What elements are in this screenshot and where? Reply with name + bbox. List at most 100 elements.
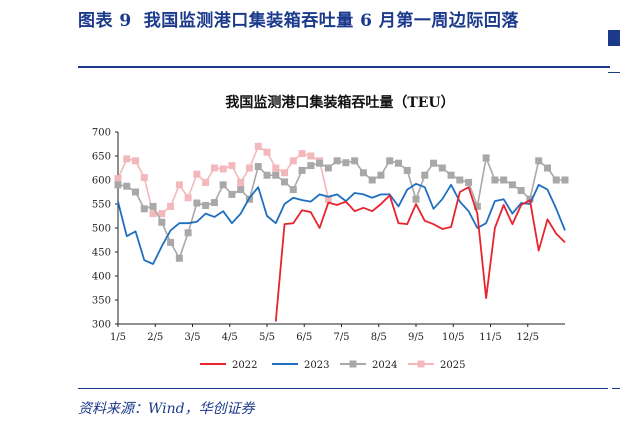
x-tick-label: 4/5 [222, 332, 238, 343]
data-point-2025 [193, 170, 201, 178]
legend-item-2024: 2024 [340, 360, 397, 371]
y-tick-label: 350 [92, 296, 111, 307]
y-tick-label: 500 [92, 224, 111, 235]
data-point-2025 [167, 202, 175, 210]
y-tick-label: 400 [92, 272, 111, 283]
data-point-2024 [412, 195, 420, 203]
data-point-2024 [202, 201, 210, 209]
data-point-2025 [228, 162, 236, 170]
x-tick-label: 1/5 [110, 332, 126, 343]
legend-label-2023: 2023 [304, 360, 329, 371]
data-point-2024 [184, 229, 192, 237]
figure-title-text: 我国监测港口集装箱吞吐量 6 月第一周边际回落 [143, 11, 519, 31]
data-point-2024 [132, 188, 140, 196]
y-tick-label: 300 [92, 320, 111, 331]
chart-title: 我国监测港口集装箱吞吐量（TEU） [225, 95, 455, 111]
data-point-2024 [543, 164, 551, 172]
data-point-2024 [228, 190, 236, 198]
data-point-2024 [368, 176, 376, 184]
data-point-2024 [482, 154, 490, 162]
data-point-2025 [324, 195, 332, 203]
data-point-2024 [500, 176, 508, 184]
data-point-2025 [175, 181, 183, 189]
x-tick-label: 3/5 [184, 332, 200, 343]
data-point-2024 [193, 199, 201, 207]
data-point-2024 [219, 181, 227, 189]
legend-marker-2025 [417, 360, 425, 368]
data-point-2024 [281, 178, 289, 186]
data-point-2024 [377, 171, 385, 179]
y-tick-label: 700 [92, 128, 111, 139]
data-point-2024 [351, 157, 359, 165]
data-point-2024 [342, 159, 350, 167]
data-point-2024 [438, 164, 446, 172]
figure-label: 图表 9 [78, 11, 132, 31]
x-tick-label: 11/5 [479, 332, 501, 343]
data-point-2024 [430, 159, 438, 167]
data-point-2025 [307, 152, 315, 160]
data-point-2024 [535, 157, 543, 165]
figure-title: 图表 9 我国监测港口集装箱吞吐量 6 月第一周边际回落 [78, 8, 598, 35]
data-point-2024 [403, 166, 411, 174]
data-point-2024 [508, 181, 516, 189]
data-point-2025 [263, 148, 271, 156]
data-point-2024 [175, 254, 183, 262]
legend-item-2025: 2025 [408, 360, 465, 371]
data-point-2024 [561, 176, 569, 184]
data-point-2024 [359, 169, 367, 177]
data-point-2025 [219, 165, 227, 173]
series-2023 [117, 182, 566, 265]
x-tick-label: 5/5 [259, 332, 275, 343]
data-point-2024 [298, 166, 306, 174]
x-tick-label: 6/5 [296, 332, 312, 343]
x-tick-label: 9/5 [408, 332, 424, 343]
source-rule [78, 388, 608, 389]
series-line-2024 [117, 157, 565, 260]
right-edge-rule [608, 72, 620, 73]
source-note: 资料来源：Wind，华创证券 [78, 401, 255, 417]
data-point-2024 [149, 202, 157, 210]
data-point-2024 [140, 205, 148, 213]
right-edge-rule-bottom [612, 388, 620, 389]
legend-label-2022: 2022 [232, 360, 257, 371]
right-edge-fragment [608, 30, 620, 46]
y-tick-label: 450 [92, 248, 111, 259]
data-point-2025 [114, 175, 122, 183]
x-tick-label: 7/5 [333, 332, 349, 343]
y-tick-label: 550 [92, 200, 111, 211]
series-2024 [114, 154, 569, 262]
data-point-2025 [210, 164, 218, 172]
data-point-2024 [167, 238, 175, 246]
data-point-2025 [132, 157, 140, 165]
data-point-2024 [491, 176, 499, 184]
data-point-2024 [210, 199, 218, 207]
data-point-2025 [149, 210, 157, 218]
legend-item-2022: 2022 [200, 360, 257, 371]
data-point-2024 [114, 181, 122, 189]
data-point-2024 [316, 159, 324, 167]
data-point-2024 [307, 162, 315, 170]
data-point-2024 [447, 171, 455, 179]
data-point-2024 [158, 218, 166, 226]
x-tick-label: 12/5 [517, 332, 539, 343]
data-point-2024 [237, 186, 245, 194]
data-point-2025 [298, 150, 306, 158]
data-point-2025 [158, 210, 166, 218]
data-point-2025 [245, 164, 253, 172]
data-point-2024 [123, 182, 131, 190]
data-point-2024 [324, 164, 332, 172]
data-point-2024 [456, 176, 464, 184]
legend-item-2023: 2023 [272, 360, 329, 371]
legend-marker-2024 [349, 360, 357, 368]
data-point-2024 [552, 176, 560, 184]
data-point-2024 [333, 157, 341, 165]
data-point-2025 [123, 155, 131, 163]
x-tick-label: 2/5 [147, 332, 163, 343]
series-2022 [274, 186, 566, 322]
data-point-2025 [272, 164, 280, 172]
y-tick-label: 650 [92, 152, 111, 163]
x-tick-label: 10/5 [442, 332, 464, 343]
title-rule [78, 66, 610, 68]
data-point-2025 [184, 194, 192, 202]
